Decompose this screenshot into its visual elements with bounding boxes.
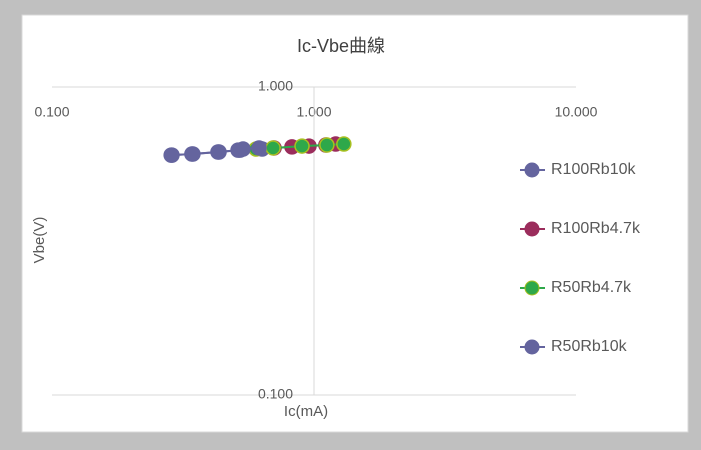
data-point [251,140,267,156]
x-tick-label: 10.000 [555,104,598,120]
data-point [184,146,200,162]
y-tick-label: 1.000 [258,78,293,94]
data-point [294,138,310,154]
legend-label: R50Rb10k [551,338,628,355]
data-point [235,141,251,157]
data-point [210,144,226,160]
x-tick-label: 0.100 [34,104,69,120]
data-point [163,147,179,163]
chart-title: Ic-Vbe曲線 [297,36,385,56]
legend-label: R100Rb4.7k [551,220,641,237]
chart-area [21,14,689,433]
legend-marker [524,339,540,355]
legend-marker [524,280,540,296]
legend-label: R100Rb10k [551,161,637,178]
legend-marker [524,162,540,178]
y-axis-title: Vbe(V) [31,217,48,264]
legend-label: R50Rb4.7k [551,279,632,296]
data-point [265,140,281,156]
data-point [336,136,352,152]
legend-marker [524,221,540,237]
data-point [319,137,335,153]
x-axis-title: Ic(mA) [284,403,328,420]
y-tick-label: 0.100 [258,386,293,402]
